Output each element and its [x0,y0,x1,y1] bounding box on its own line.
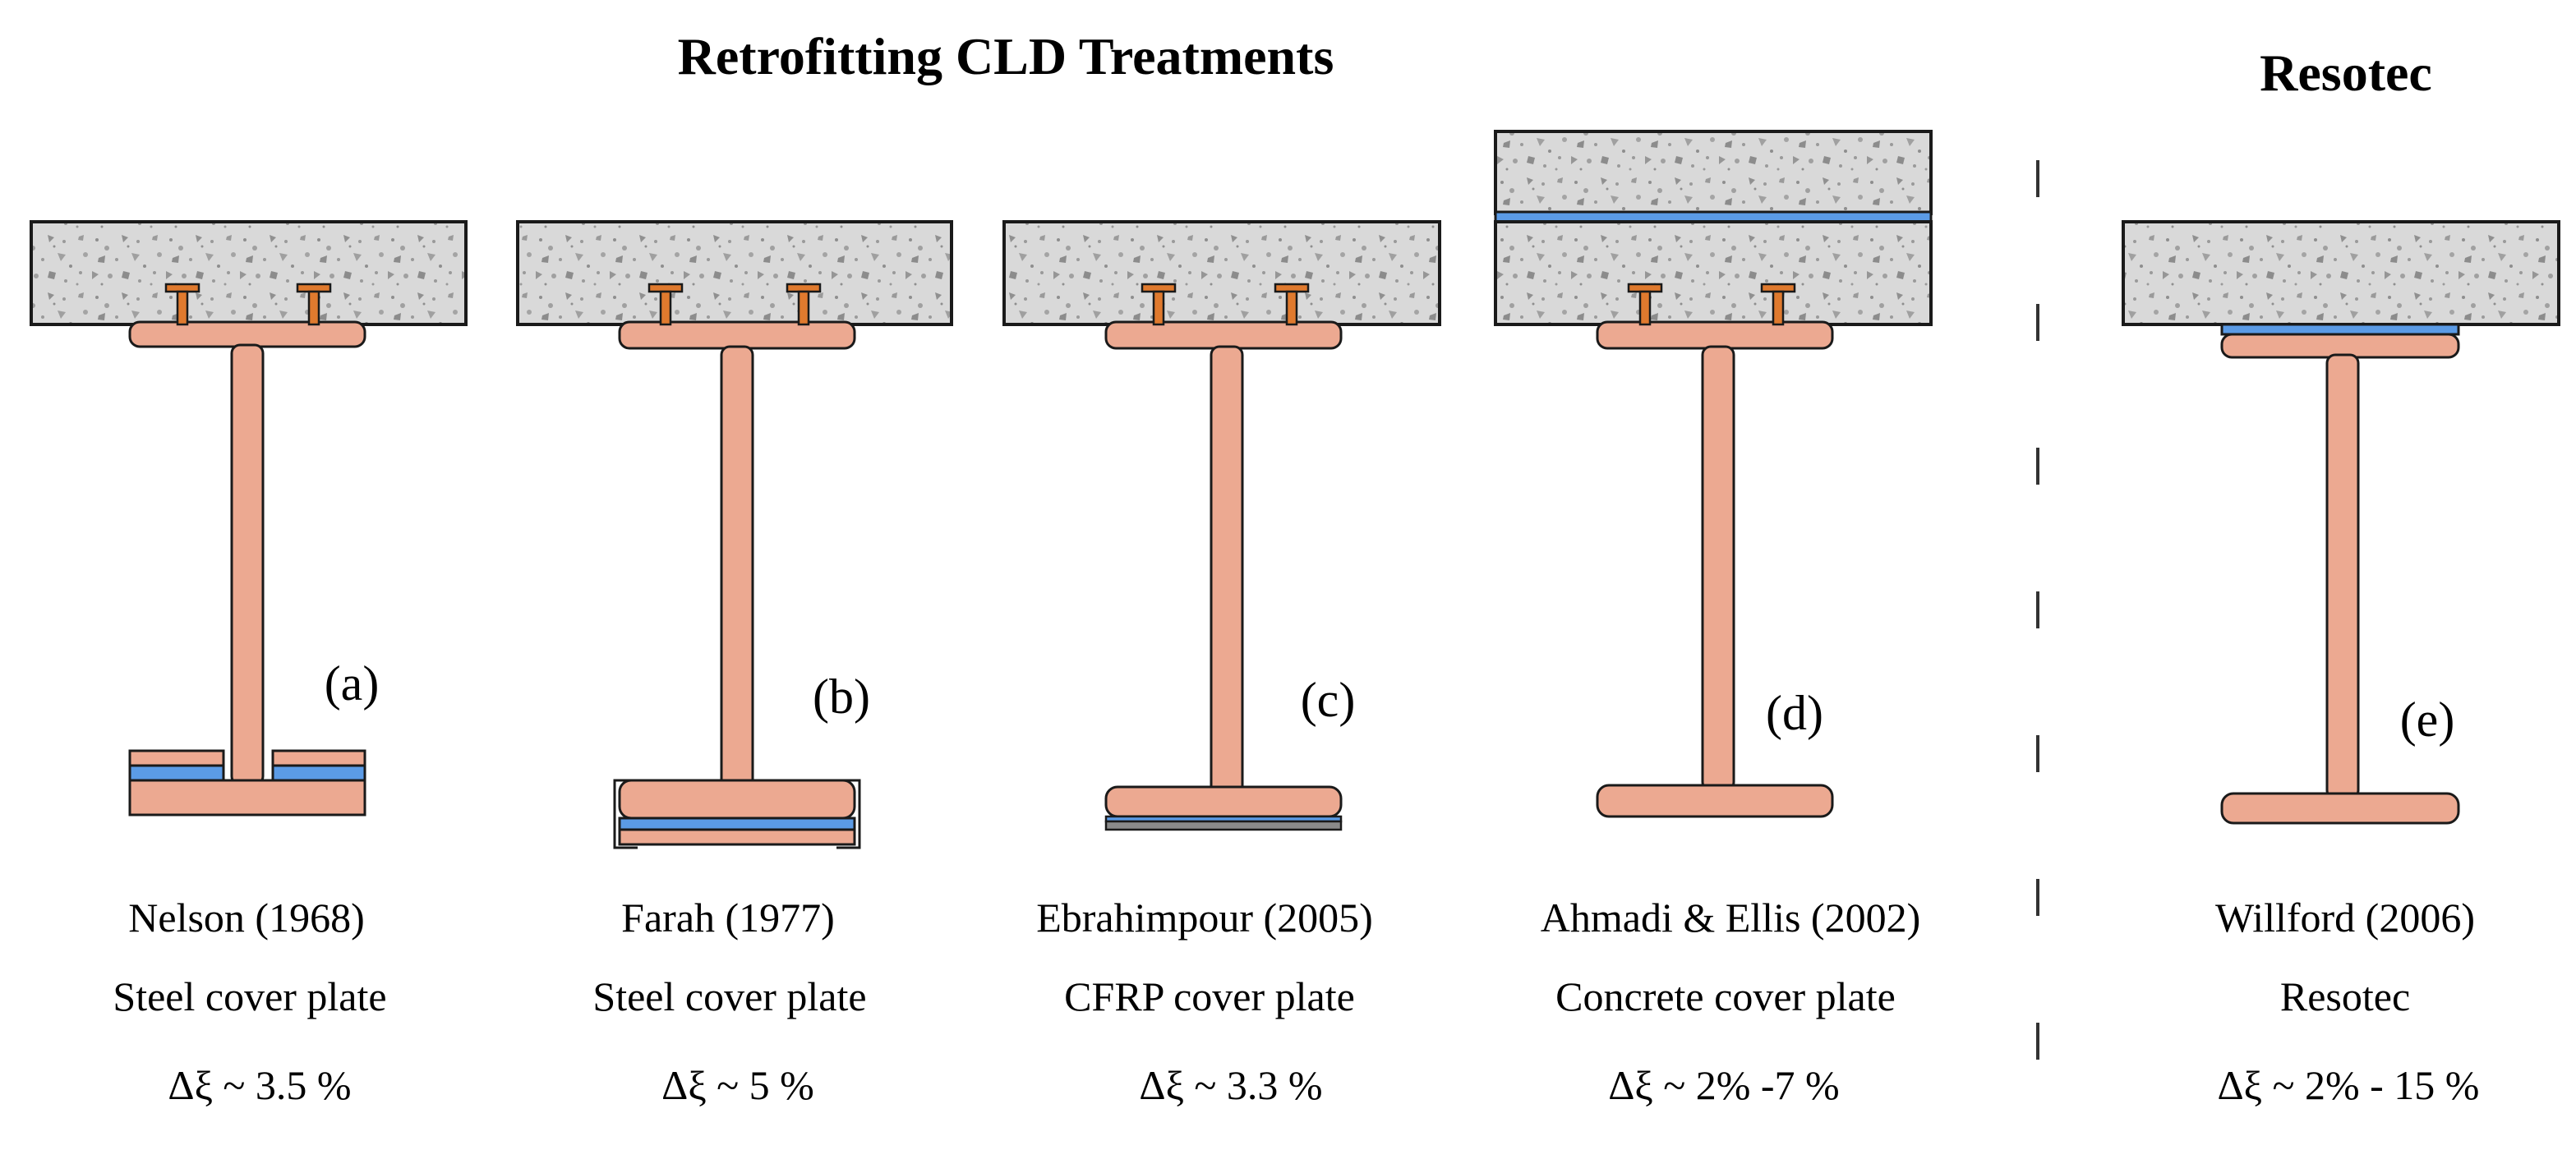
panel-c-diagram [1002,220,1441,831]
steel-cover-plate [618,828,856,846]
panel-c-damping: Δξ ~ 3.3 % [1139,1062,1322,1108]
figure-title-left: Retrofitting CLD Treatments [678,27,1334,85]
concrete-slab [30,220,468,326]
panel-d-treatment: Concrete cover plate [1555,973,1896,1019]
panel-a-author: Nelson (1968) [128,895,364,941]
top-flange [618,320,856,350]
panel-b-tag: (b) [813,669,870,724]
bottom-flange [1596,784,1834,818]
bottom-flange [2220,792,2460,825]
steel-cover-plate [128,749,225,767]
panel-a-diagram [30,220,468,816]
damping-layer [618,816,856,831]
panel-c-tag: (c) [1301,673,1356,727]
panel-d-diagram [1494,130,1933,818]
bottom-flange [618,779,856,820]
top-flange [1596,320,1834,350]
web [2325,353,2360,800]
damping-layer [2220,323,2460,336]
shear-stud [1760,283,1796,326]
shear-stud [1627,283,1663,326]
bottom-flange [128,779,366,816]
panel-e-treatment: Resotec [2280,973,2410,1019]
panel-e-author: Willford (2006) [2215,895,2475,941]
panel-a-tag: (a) [325,656,380,711]
web [1210,345,1244,800]
figure-title-right: Resotec [2260,44,2432,102]
concrete-cover-plate [1494,130,1933,215]
panel-e-diagram [2122,220,2560,825]
panel-e-damping: Δξ ~ 2% - 15 % [2218,1062,2480,1108]
concrete-slab [516,220,953,326]
panel-d-damping: Δξ ~ 2% -7 % [1608,1062,1839,1108]
concrete-slab [2122,220,2560,326]
top-flange [1104,320,1343,350]
concrete-slab [1494,220,1933,326]
panel-a-treatment: Steel cover plate [113,973,386,1019]
shear-stud [1141,283,1177,326]
damping-layer [128,764,225,782]
panel-b-damping: Δξ ~ 5 % [661,1062,814,1108]
panel-d-tag: (d) [1766,686,1823,740]
cfrp-cover-plate [1104,820,1343,831]
web [1701,345,1735,792]
panel-b-author: Farah (1977) [621,895,835,941]
shear-stud [296,283,332,326]
panel-d-author: Ahmadi & Ellis (2002) [1541,895,1920,941]
panel-a-damping: Δξ ~ 3.5 % [168,1062,351,1108]
panel-b-treatment: Steel cover plate [592,973,866,1019]
web [230,343,265,786]
shear-stud [164,283,200,326]
shear-stud [786,283,822,326]
panel-e-tag: (e) [2400,692,2455,747]
web [720,345,754,792]
shear-stud [1274,283,1310,326]
panel-c-treatment: CFRP cover plate [1064,973,1355,1019]
bracket-left [613,779,638,849]
damping-layer [271,764,366,782]
bottom-flange [1104,785,1343,818]
steel-cover-plate [271,749,366,767]
bracket-right [836,779,861,849]
panel-b-diagram [516,220,953,849]
top-flange [128,320,366,348]
shear-stud [647,283,684,326]
panel-c-author: Ebrahimpour (2005) [1036,895,1373,941]
concrete-slab [1002,220,1441,326]
